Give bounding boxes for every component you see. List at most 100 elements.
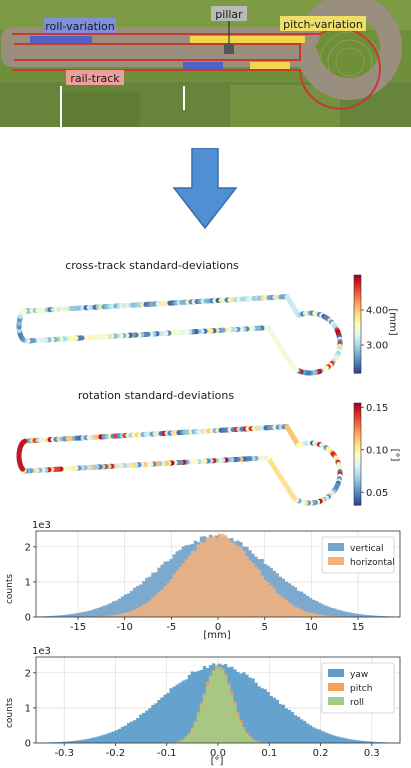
histogram-bar-vertical	[318, 602, 322, 617]
histogram-bar-horizontal	[123, 612, 128, 617]
histogram-bar-roll	[242, 729, 246, 743]
colorbar-segment	[354, 341, 361, 345]
histogram-bar-yaw	[348, 739, 352, 743]
histogram-bar-horizontal	[269, 585, 273, 617]
histogram-bar-horizontal	[105, 615, 110, 617]
colorbar-segment	[354, 363, 361, 367]
histogram-bar-yaw	[193, 671, 198, 743]
histogram-bar-yaw	[157, 699, 161, 743]
colorbar-segment	[354, 316, 361, 320]
histogram-bar-vertical	[333, 608, 337, 617]
histogram-bar-yaw	[284, 708, 289, 743]
histogram-bar-yaw	[66, 741, 70, 743]
histogram-bar-yaw	[190, 671, 195, 743]
colorbar-segment	[354, 438, 361, 442]
histogram-bar-vertical	[324, 605, 328, 617]
track-segment	[265, 325, 298, 372]
histogram-bar-yaw	[236, 671, 240, 743]
histogram-bar-vertical	[45, 616, 49, 617]
histogram-bar-horizontal	[330, 616, 334, 617]
pillar-marker	[224, 44, 234, 54]
x-tick-label: 0.2	[313, 748, 329, 759]
histogram-bar-vertical	[284, 581, 289, 617]
colorbar-segment	[354, 464, 361, 468]
histogram-bar-yaw	[366, 741, 370, 743]
legend-swatch-horizontal	[328, 557, 344, 565]
histogram-bar-horizontal	[315, 613, 319, 617]
colorbar-segment	[354, 499, 361, 504]
histogram-bar-roll	[181, 739, 185, 743]
histogram-bar-vertical	[133, 587, 137, 617]
histogram-bar-yaw	[342, 737, 346, 743]
displacement-histogram: 1e3 counts -15 -10 -5 0 5 10 15 0 1 2 vertical hori…	[5, 520, 401, 641]
colorbar-segment	[354, 336, 361, 340]
histogram-bar-yaw	[293, 715, 298, 743]
histogram-bar-horizontal	[242, 551, 246, 617]
colorbar-segment	[354, 284, 361, 288]
colorbar-tick-label: 0.15	[366, 403, 388, 414]
histogram-bar-horizontal	[245, 555, 249, 617]
x-tick-label: 0.1	[261, 748, 277, 759]
histogram-bar-yaw	[160, 697, 164, 743]
colorbar-segment	[354, 446, 361, 450]
colorbar-segment	[354, 348, 361, 352]
histogram-bar-yaw	[145, 710, 149, 743]
histogram-bar-vertical	[381, 616, 386, 617]
histogram-bar-horizontal	[257, 569, 261, 617]
y-tick-label: 2	[25, 542, 31, 553]
colorbar-segment	[354, 408, 361, 412]
histogram-bar-vertical	[102, 605, 107, 617]
histogram-bar-yaw	[351, 739, 355, 743]
track-colormap-plots: cross-track standard-deviations 3.00 4.00…	[16, 259, 400, 506]
cross-track-track	[16, 294, 343, 376]
histogram-bar-vertical	[354, 613, 358, 617]
histogram-bar-roll	[221, 669, 225, 743]
histogram-bar-horizontal	[157, 592, 161, 617]
histogram-bar-horizontal	[239, 546, 243, 617]
cross-track-colorbar-label: [mm]	[387, 308, 398, 335]
histogram-bar-vertical	[81, 611, 85, 617]
histogram-bar-vertical	[57, 615, 61, 617]
colorbar-tick-label: 4.00	[366, 306, 388, 317]
histogram-bar-yaw	[263, 689, 267, 743]
colorbar-segment	[354, 466, 361, 470]
x-tick-label: -15	[70, 622, 86, 633]
colorbar-segment	[354, 431, 361, 435]
histogram-bar-yaw	[251, 678, 255, 743]
histogram-bar-yaw	[318, 729, 322, 743]
histogram-bar-vertical	[145, 577, 149, 617]
histogram-bar-horizontal	[214, 538, 219, 617]
colorbar-segment	[354, 476, 361, 481]
pitch-variation-label: pitch-variation	[283, 18, 363, 31]
histogram-bar-yaw	[287, 709, 292, 743]
histogram-bar-roll	[239, 723, 243, 743]
lawn-ring	[335, 47, 365, 77]
colorbar-segment	[354, 309, 361, 313]
histogram-bar-vertical	[123, 594, 128, 617]
histogram-bar-roll	[224, 676, 228, 743]
histogram-bar-roll	[248, 737, 252, 743]
histogram-bar-vertical	[309, 597, 313, 617]
histogram-bar-yaw	[151, 704, 155, 743]
histogram-bar-roll	[199, 705, 204, 743]
histogram-bar-vertical	[351, 613, 355, 617]
histogram-bar-yaw	[54, 742, 58, 743]
histogram-bar-vertical	[375, 615, 380, 617]
legend-label-vertical: vertical	[350, 544, 384, 554]
histogram-bar-horizontal	[145, 602, 149, 617]
y-tick-label: 2	[25, 668, 31, 679]
histogram-bar-yaw	[93, 737, 97, 743]
histogram-bar-yaw	[321, 731, 325, 743]
histogram-bar-vertical	[312, 599, 316, 617]
histogram-bar-roll	[236, 715, 240, 743]
histogram-bar-vertical	[360, 614, 364, 617]
rotation-track	[16, 424, 343, 506]
histogram-bar-vertical	[78, 612, 82, 617]
histogram-bar-horizontal	[133, 609, 137, 617]
histogram-bar-vertical	[142, 581, 146, 617]
histogram-bar-vertical	[84, 611, 88, 617]
hist2-xlabel: [°]	[211, 756, 224, 767]
colorbar-segment	[354, 275, 361, 279]
histogram-bar-horizontal	[218, 533, 222, 617]
histogram-bar-horizontal	[278, 595, 282, 617]
